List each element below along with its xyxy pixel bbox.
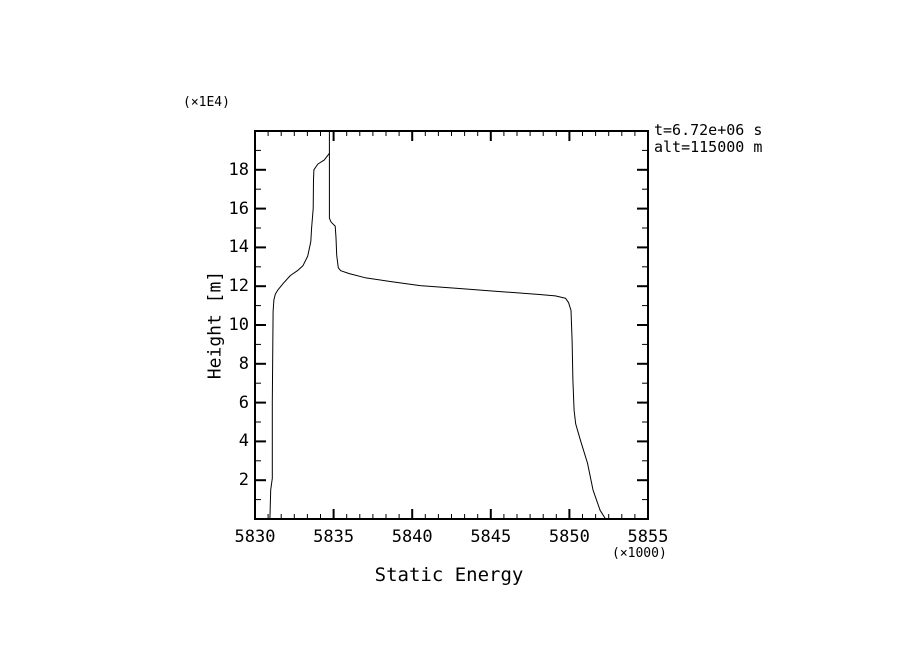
y-tick-label: 6 xyxy=(238,392,249,413)
x-axis-title: Static Energy xyxy=(374,564,524,586)
series-curve-left xyxy=(269,152,330,520)
x-tick-label: 5840 xyxy=(391,527,433,547)
y-axis-unit-label: (×1E4) xyxy=(183,95,230,110)
x-axis-unit-label: (×1000) xyxy=(612,546,667,561)
time-annotation: t=6.72e+06 s xyxy=(654,121,763,139)
x-tick-label: 5850 xyxy=(548,527,590,547)
x-tick-label: 5855 xyxy=(627,527,669,547)
x-tick-label: 5830 xyxy=(234,527,276,547)
y-tick-label: 2 xyxy=(238,470,249,491)
x-tick-label: 5835 xyxy=(313,527,355,547)
y-tick-label: 12 xyxy=(228,276,249,297)
y-tick-label: 10 xyxy=(228,315,249,335)
y-tick-label: 18 xyxy=(228,159,249,180)
annotation-block: t=6.72e+06 s alt=115000 m xyxy=(654,122,762,156)
y-tick-label: 16 xyxy=(228,198,249,219)
y-tick-label: 8 xyxy=(238,353,249,374)
altitude-annotation: alt=115000 m xyxy=(654,138,763,156)
plot-frame xyxy=(254,130,649,520)
y-tick-label: 4 xyxy=(238,431,249,452)
series-curve-main xyxy=(328,130,607,520)
y-tick-label: 14 xyxy=(228,237,249,258)
x-tick-label: 5845 xyxy=(470,527,512,547)
